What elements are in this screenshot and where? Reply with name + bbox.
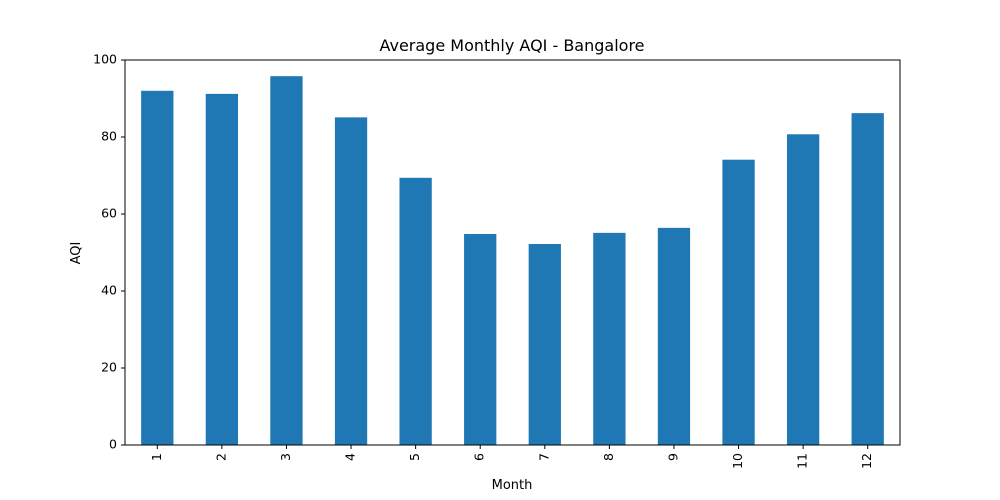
x-axis-label: Month bbox=[492, 478, 533, 493]
bar-month-10 bbox=[722, 159, 755, 445]
x-tick-label: 6 bbox=[472, 453, 487, 461]
x-tick-label: 3 bbox=[278, 453, 293, 461]
x-tick-label: 11 bbox=[795, 453, 810, 469]
bar-month-12 bbox=[851, 113, 884, 445]
x-tick-label: 2 bbox=[213, 453, 228, 461]
y-axis-ticks: 0 20 40 60 80 100 bbox=[93, 52, 125, 452]
x-tick-label: 10 bbox=[730, 453, 745, 469]
bar-month-6 bbox=[464, 234, 497, 445]
y-tick-label: 0 bbox=[109, 437, 117, 452]
bar-month-3 bbox=[270, 76, 303, 446]
x-tick-label: 5 bbox=[407, 453, 422, 461]
x-tick-label: 9 bbox=[665, 453, 680, 461]
y-tick-label: 100 bbox=[93, 52, 117, 67]
bar-month-9 bbox=[657, 227, 691, 445]
plot-frame bbox=[124, 59, 901, 446]
bar-month-8 bbox=[593, 232, 626, 445]
x-tick-label: 7 bbox=[536, 453, 551, 461]
bar-month-1 bbox=[141, 90, 174, 446]
bar-month-5 bbox=[399, 177, 432, 445]
y-tick-label: 80 bbox=[101, 129, 117, 144]
x-tick-label: 12 bbox=[859, 453, 874, 469]
y-tick-label: 20 bbox=[101, 360, 117, 375]
bar-month-2 bbox=[205, 93, 239, 445]
bar-month-7 bbox=[528, 244, 561, 445]
x-tick-label: 1 bbox=[149, 453, 164, 461]
y-tick-label: 40 bbox=[101, 283, 117, 298]
chart-title: Average Monthly AQI - Bangalore bbox=[379, 36, 644, 55]
bar-month-11 bbox=[786, 134, 820, 445]
x-tick-label: 4 bbox=[343, 453, 358, 461]
y-axis-label: AQI bbox=[69, 242, 84, 265]
x-axis-ticks: 1 2 3 4 5 6 7 8 9 10 11 12 bbox=[149, 445, 874, 469]
bars-group bbox=[141, 76, 884, 446]
y-tick-label: 60 bbox=[101, 206, 117, 221]
bar-month-4 bbox=[334, 117, 368, 446]
x-tick-label: 8 bbox=[601, 453, 616, 461]
